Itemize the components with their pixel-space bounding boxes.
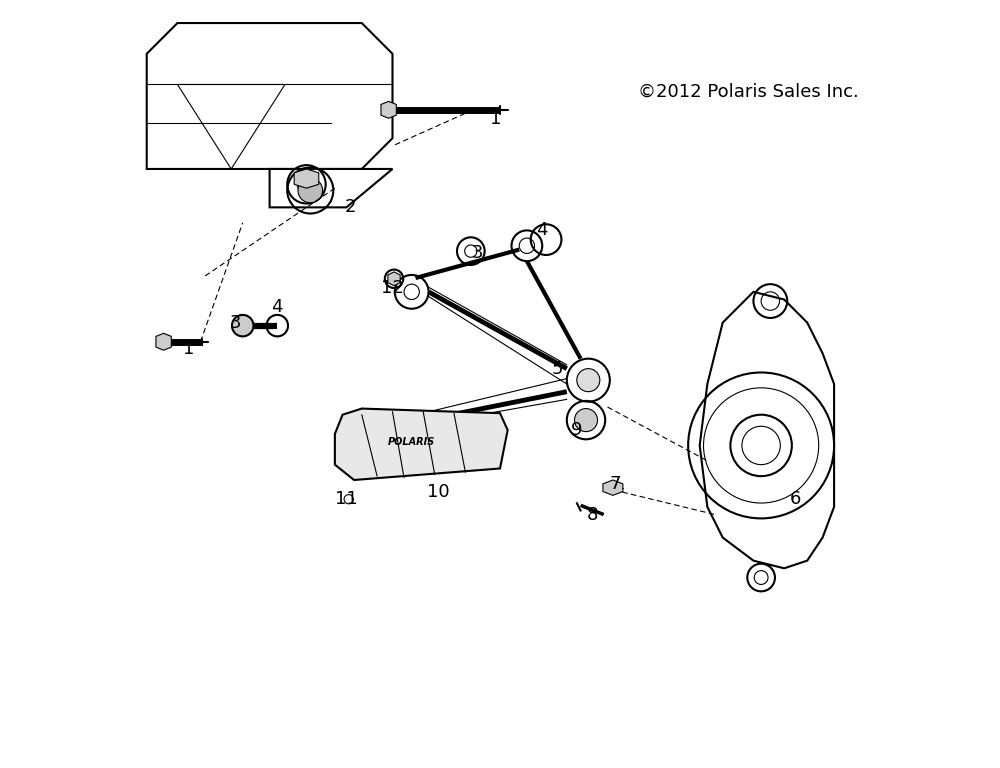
Text: 4: 4	[272, 298, 283, 316]
Text: 3: 3	[229, 313, 241, 332]
Text: 3: 3	[471, 244, 483, 263]
Text: 7: 7	[609, 475, 621, 493]
Text: POLARIS: POLARIS	[388, 436, 435, 447]
Text: 1: 1	[490, 110, 502, 128]
Circle shape	[574, 409, 598, 432]
Text: 9: 9	[571, 421, 583, 439]
Text: 1: 1	[183, 340, 195, 359]
Polygon shape	[381, 101, 396, 118]
Text: 10: 10	[427, 482, 450, 501]
Text: 4: 4	[536, 221, 548, 240]
Text: 12: 12	[381, 279, 404, 297]
Circle shape	[298, 178, 323, 203]
Circle shape	[577, 369, 600, 392]
Text: 5: 5	[552, 359, 563, 378]
Text: ©2012 Polaris Sales Inc.: ©2012 Polaris Sales Inc.	[638, 83, 859, 101]
Polygon shape	[156, 333, 171, 350]
Polygon shape	[335, 409, 508, 480]
Circle shape	[232, 315, 253, 336]
Text: 8: 8	[586, 505, 598, 524]
Text: 2: 2	[344, 198, 356, 217]
Text: 6: 6	[790, 490, 801, 508]
Polygon shape	[294, 169, 319, 188]
Polygon shape	[388, 272, 400, 286]
Text: 11: 11	[335, 490, 358, 508]
Polygon shape	[603, 480, 623, 495]
